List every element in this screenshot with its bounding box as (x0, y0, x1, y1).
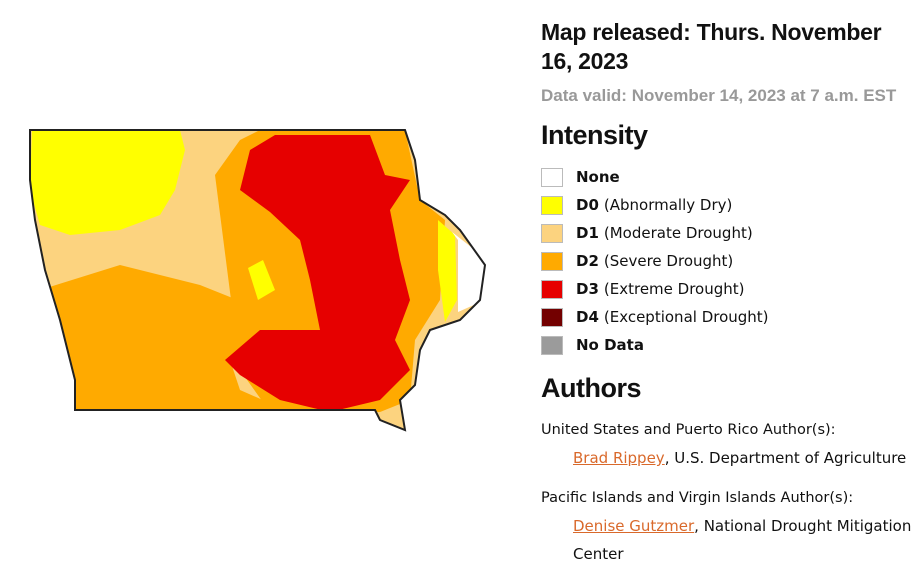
d0-area (30, 130, 185, 235)
legend-row: D3 (Extreme Drought) (541, 275, 913, 303)
legend-row: D1 (Moderate Drought) (541, 219, 913, 247)
author-affiliation: , National Drought Mitigation Center (573, 517, 912, 563)
legend-row: D2 (Severe Drought) (541, 247, 913, 275)
legend-code: D4 (576, 308, 599, 326)
author-group-heading: Pacific Islands and Virgin Islands Autho… (541, 490, 854, 506)
d2-area (40, 265, 290, 412)
state-outline (29, 129, 487, 432)
author-entry: Denise Gutzmer, National Drought Mitigat… (573, 512, 913, 568)
legend-code: D3 (576, 280, 599, 298)
author-link[interactable]: Denise Gutzmer (573, 517, 695, 535)
legend-heading: Intensity (541, 120, 648, 150)
subtitle: Data valid: November 14, 2023 at 7 a.m. … (541, 86, 897, 105)
legend-code: D1 (576, 224, 599, 242)
d0-area (438, 220, 457, 322)
legend-description: (Extreme Drought) (603, 280, 745, 298)
legend-swatch (541, 335, 563, 355)
legend-description: (Moderate Drought) (603, 224, 753, 242)
legend-swatch (541, 279, 563, 299)
legend-swatch (541, 307, 563, 327)
authors: United States and Puerto Rico Author(s):… (541, 416, 913, 568)
d3-area (225, 135, 410, 412)
legend-row: No Data (541, 331, 913, 359)
legend-label: No Data (576, 336, 644, 354)
author-affiliation: , U.S. Department of Agriculture (664, 449, 907, 467)
author-group-heading: United States and Puerto Rico Author(s): (541, 422, 836, 438)
legend-row: D4 (Exceptional Drought) (541, 303, 913, 331)
legend: None D0 (Abnormally Dry) D1 (Moderate Drough… (541, 163, 913, 359)
drought-map (29, 129, 487, 432)
legend-swatch (541, 251, 563, 271)
d0-area (248, 260, 275, 300)
legend-swatch (541, 223, 563, 243)
legend-description: (Severe Drought) (603, 252, 734, 270)
legend-code: D0 (576, 196, 599, 214)
legend-row: None (541, 163, 913, 191)
legend-swatch (541, 167, 563, 187)
legend-description: (Abnormally Dry) (603, 196, 733, 214)
legend-code: D2 (576, 252, 599, 270)
author-link[interactable]: Brad Rippey (573, 449, 665, 467)
info-panel: Map released: Thurs. November 16, 2023 D… (541, 18, 913, 568)
legend-row: D0 (Abnormally Dry) (541, 191, 913, 219)
legend-description: (Exceptional Drought) (603, 308, 769, 326)
legend-label: None (576, 168, 620, 186)
legend-swatch (541, 195, 563, 215)
title: Map released: Thurs. November 16, 2023 (541, 19, 882, 74)
authors-heading: Authors (541, 373, 642, 403)
author-entry: Brad Rippey, U.S. Department of Agricult… (573, 444, 913, 472)
